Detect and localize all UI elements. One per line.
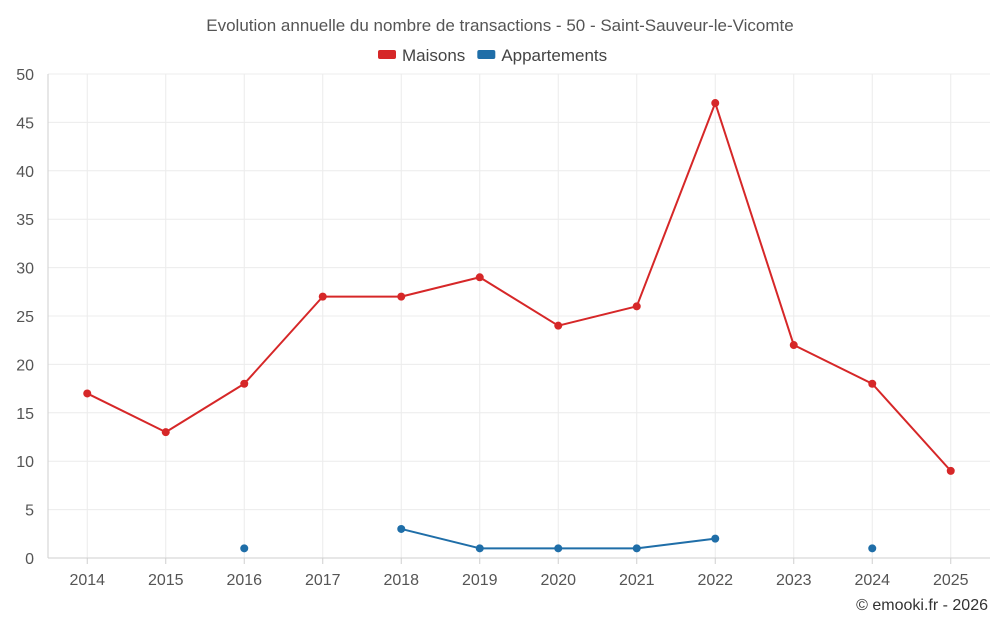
x-tick-label: 2016	[226, 572, 262, 589]
data-point-maisons[interactable]	[789, 341, 798, 350]
data-point-maisons[interactable]	[868, 379, 877, 388]
data-point-appartements[interactable]	[711, 534, 720, 543]
x-tick-label: 2024	[854, 572, 890, 589]
data-point-appartements[interactable]	[554, 544, 563, 553]
y-tick-label: 35	[16, 212, 34, 229]
y-tick-label: 5	[25, 503, 34, 520]
series-line-maisons	[86, 102, 952, 472]
data-point-maisons[interactable]	[240, 379, 249, 388]
data-point-maisons[interactable]	[711, 99, 720, 108]
legend-label: Appartements	[501, 46, 607, 65]
data-point-maisons[interactable]	[397, 292, 406, 301]
x-tick-label: 2019	[462, 572, 498, 589]
data-point-maisons[interactable]	[475, 273, 484, 282]
x-tick-label: 2022	[697, 572, 733, 589]
data-point-appartements[interactable]	[868, 544, 877, 553]
data-point-appartements[interactable]	[240, 544, 249, 553]
y-tick-label: 50	[16, 67, 34, 84]
x-tick-label: 2025	[933, 572, 969, 589]
legend: Maisons Appartements	[378, 46, 607, 65]
data-point-appartements[interactable]	[632, 544, 641, 553]
gridlines	[48, 73, 990, 558]
data-point-maisons[interactable]	[554, 321, 563, 330]
data-point-maisons[interactable]	[318, 292, 327, 301]
credit-text: © emooki.fr - 2026	[856, 597, 988, 614]
chart-title: Evolution annuelle du nombre de transact…	[206, 16, 793, 35]
x-tick-label: 2023	[776, 572, 812, 589]
legend-item-maisons[interactable]: Maisons	[378, 46, 465, 65]
x-axis: 2014 2015 2016 2017 2018 2019 2020 2021 2022 2023…	[48, 557, 990, 589]
y-tick-label: 20	[16, 357, 34, 374]
y-tick-label: 10	[16, 454, 34, 471]
x-tick-label: 2014	[69, 572, 105, 589]
data-point-maisons[interactable]	[632, 302, 641, 311]
y-tick-label: 0	[25, 551, 34, 568]
legend-item-appartements[interactable]: Appartements	[477, 46, 607, 65]
y-tick-label: 25	[16, 309, 34, 326]
data-point-maisons[interactable]	[83, 389, 92, 398]
legend-swatch	[378, 50, 396, 59]
data-point-maisons[interactable]	[161, 428, 170, 437]
x-tick-label: 2015	[148, 572, 184, 589]
legend-label: Maisons	[402, 46, 465, 65]
series-appartements	[240, 524, 877, 553]
data-point-appartements[interactable]	[397, 524, 406, 533]
y-tick-label: 45	[16, 115, 34, 132]
y-tick-label: 30	[16, 261, 34, 278]
data-point-maisons[interactable]	[946, 466, 955, 475]
x-tick-label: 2020	[540, 572, 576, 589]
x-tick-label: 2018	[383, 572, 419, 589]
y-tick-label: 15	[16, 406, 34, 423]
series-layer	[83, 99, 955, 553]
x-tick-label: 2017	[305, 572, 341, 589]
y-axis: 0 5 10 15 20 25 30 35 40 45 50	[16, 67, 49, 568]
x-tick-label: 2021	[619, 572, 655, 589]
data-point-appartements[interactable]	[475, 544, 484, 553]
series-maisons	[83, 99, 955, 475]
y-tick-label: 40	[16, 164, 34, 181]
legend-swatch	[477, 50, 496, 59]
